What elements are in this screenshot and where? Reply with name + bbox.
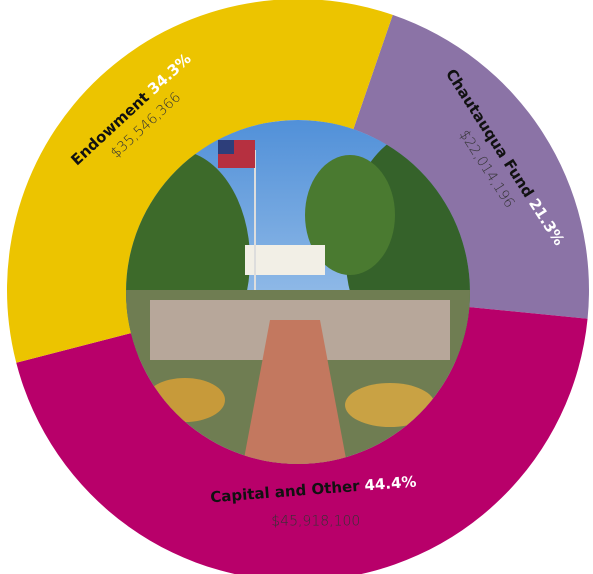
chart: Chautauqua Fund21.3%$22,014,196Capital a…: [0, 0, 593, 574]
slice-amount: $45,918,100: [271, 513, 360, 529]
